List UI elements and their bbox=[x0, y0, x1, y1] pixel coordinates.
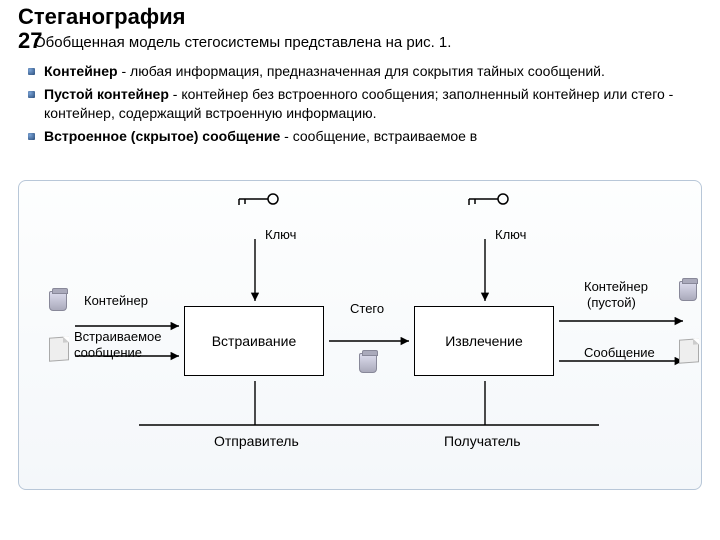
list-item: Контейнер - любая информация, предназнач… bbox=[22, 62, 702, 81]
list-item: Пустой контейнер - контейнер без встроен… bbox=[22, 85, 702, 123]
trash-icon bbox=[359, 353, 377, 373]
under-label-sender: Отправитель bbox=[214, 433, 299, 449]
label-container_out_2: (пустой) bbox=[587, 295, 636, 310]
document-icon bbox=[679, 338, 699, 363]
label-key_right: Ключ bbox=[495, 227, 526, 242]
slide-title: Стеганография bbox=[18, 4, 185, 30]
diagram-frame: Встраивание Извлечение Отправитель Получат… bbox=[18, 180, 702, 490]
document-icon bbox=[49, 336, 69, 361]
bullet-list: Контейнер - любая информация, предназнач… bbox=[22, 62, 702, 150]
bullet-lead: Встроенное (скрытое) сообщение bbox=[44, 128, 280, 144]
label-msg_in_2: сообщение bbox=[74, 345, 142, 360]
label-msg_in_1: Встраиваемое bbox=[74, 329, 161, 344]
bullet-lead: Контейнер bbox=[44, 63, 118, 79]
under-label-receiver: Получатель bbox=[444, 433, 521, 449]
bullet-lead: Пустой контейнер bbox=[44, 86, 169, 102]
trash-icon bbox=[679, 281, 697, 301]
key-icon bbox=[463, 191, 509, 216]
label-key_left: Ключ bbox=[265, 227, 296, 242]
diagram-box-embed: Встраивание bbox=[184, 306, 324, 376]
diagram-container: Встраивание Извлечение Отправитель Получат… bbox=[18, 176, 702, 506]
diagram-box-extract: Извлечение bbox=[414, 306, 554, 376]
trash-icon bbox=[49, 291, 67, 311]
label-stego: Стего bbox=[350, 301, 384, 316]
label-container_out_1: Контейнер bbox=[584, 279, 648, 294]
label-container_in: Контейнер bbox=[84, 293, 148, 308]
bullet-text: - сообщение, встраиваемое в bbox=[280, 128, 477, 144]
list-item: Встроенное (скрытое) сообщение - сообщен… bbox=[22, 127, 702, 146]
key-icon bbox=[233, 191, 279, 216]
label-msg_out: Сообщение bbox=[584, 345, 655, 360]
bullet-text: - любая информация, предназначенная для … bbox=[118, 63, 605, 79]
slide-subtitle: Обобщенная модель стегосистемы представл… bbox=[34, 34, 451, 51]
